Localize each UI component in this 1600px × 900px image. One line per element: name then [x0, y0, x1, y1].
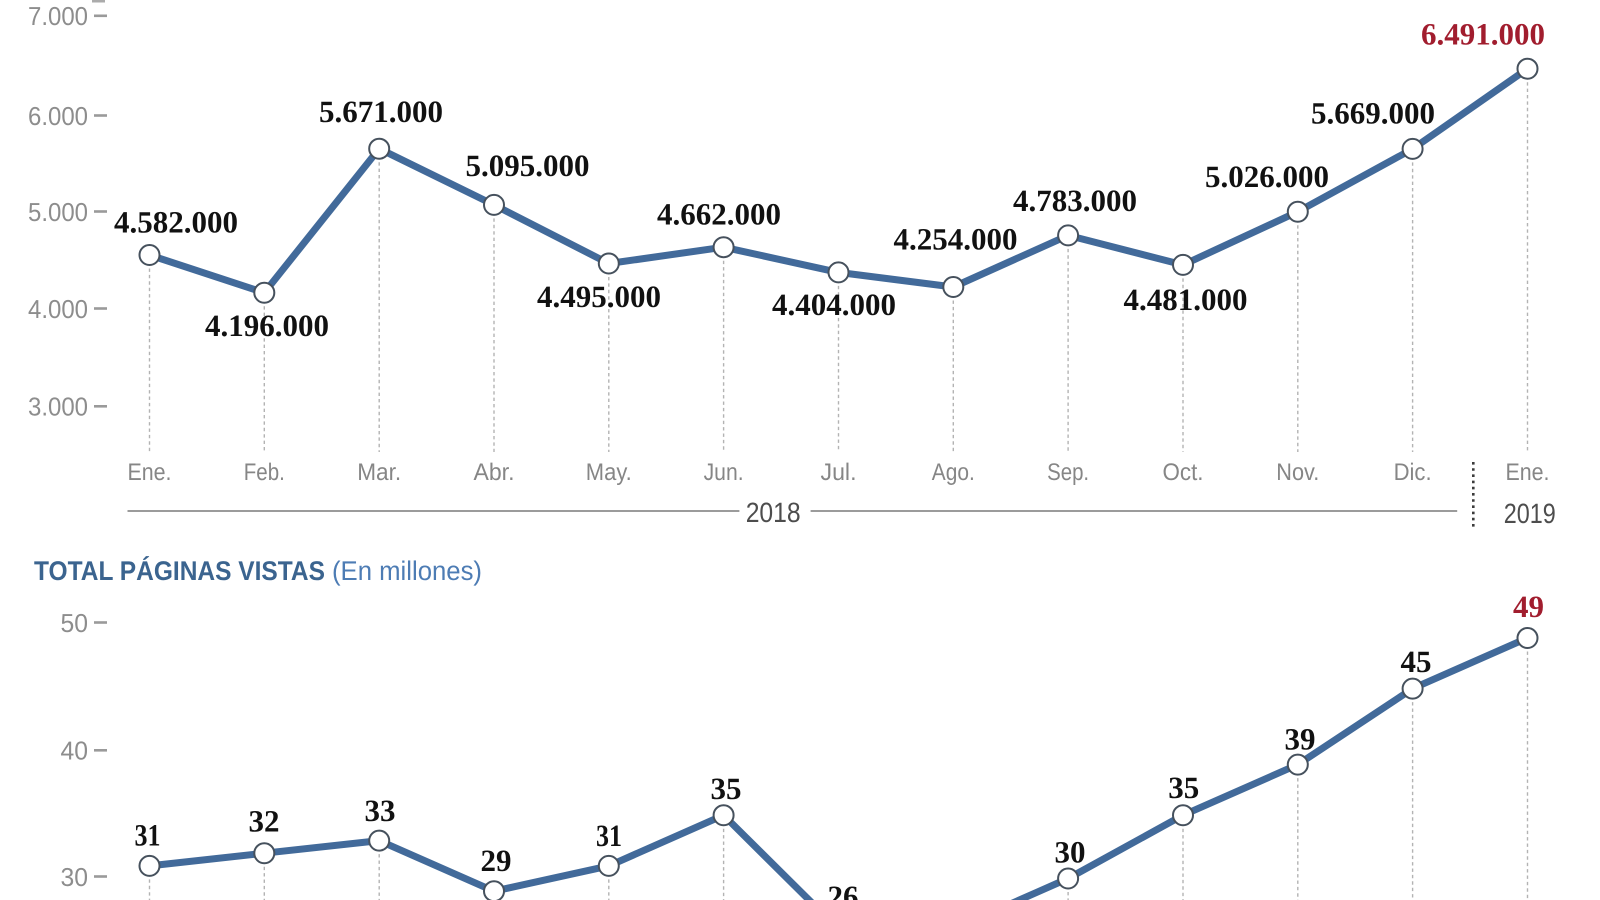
svg-text:26: 26 — [828, 879, 859, 900]
svg-text:3.000: 3.000 — [28, 392, 88, 422]
svg-text:TOTAL PÁGINAS VISTAS: TOTAL PÁGINAS VISTAS — [34, 556, 325, 586]
svg-text:31: 31 — [135, 818, 161, 853]
svg-text:5.026.000: 5.026.000 — [1205, 159, 1329, 194]
svg-text:May.: May. — [586, 459, 632, 486]
svg-text:5.669.000: 5.669.000 — [1311, 96, 1435, 131]
svg-text:35: 35 — [711, 771, 742, 806]
svg-text:39: 39 — [1285, 722, 1316, 757]
svg-text:5.000: 5.000 — [28, 197, 88, 227]
svg-text:4.404.000: 4.404.000 — [772, 287, 896, 322]
svg-text:31: 31 — [596, 818, 622, 853]
svg-text:35: 35 — [1168, 770, 1199, 805]
svg-text:4.000: 4.000 — [28, 294, 88, 324]
svg-text:4.254.000: 4.254.000 — [894, 222, 1018, 257]
svg-text:50: 50 — [61, 608, 89, 638]
svg-text:Dic.: Dic. — [1394, 459, 1432, 486]
svg-text:30: 30 — [61, 862, 89, 892]
svg-text:7.000: 7.000 — [28, 1, 88, 31]
svg-text:Oct.: Oct. — [1163, 459, 1204, 486]
svg-text:2018: 2018 — [746, 497, 801, 528]
svg-text:6.491.000: 6.491.000 — [1421, 17, 1545, 52]
svg-text:Ene.: Ene. — [1506, 459, 1550, 486]
svg-text:4.582.000: 4.582.000 — [114, 205, 238, 240]
svg-text:5.095.000: 5.095.000 — [466, 148, 590, 183]
svg-text:4.662.000: 4.662.000 — [657, 197, 781, 232]
svg-text:29: 29 — [481, 843, 512, 878]
svg-text:Sep.: Sep. — [1047, 459, 1089, 486]
svg-text:6.000: 6.000 — [28, 101, 88, 131]
svg-text:32: 32 — [249, 804, 280, 839]
svg-text:4.495.000: 4.495.000 — [537, 279, 661, 314]
svg-text:Mar.: Mar. — [357, 459, 401, 486]
svg-text:30: 30 — [1055, 835, 1086, 870]
svg-text:Jul.: Jul. — [821, 459, 857, 486]
svg-text:33: 33 — [365, 793, 396, 828]
svg-text:40: 40 — [61, 736, 89, 766]
svg-text:Feb.: Feb. — [244, 459, 285, 486]
svg-text:Nov.: Nov. — [1276, 459, 1319, 486]
svg-text:Ene.: Ene. — [128, 459, 172, 486]
svg-text:(En millones): (En millones) — [332, 556, 482, 586]
svg-text:Ago.: Ago. — [932, 459, 975, 486]
svg-text:2019: 2019 — [1504, 498, 1556, 529]
svg-text:49: 49 — [1513, 589, 1544, 624]
svg-text:4.783.000: 4.783.000 — [1013, 183, 1137, 218]
svg-text:45: 45 — [1401, 644, 1432, 679]
svg-text:4.481.000: 4.481.000 — [1124, 282, 1248, 317]
svg-text:4.196.000: 4.196.000 — [205, 308, 329, 343]
svg-text:Jun.: Jun. — [704, 459, 744, 486]
svg-text:5.671.000: 5.671.000 — [319, 94, 443, 129]
svg-text:Abr.: Abr. — [474, 459, 515, 486]
